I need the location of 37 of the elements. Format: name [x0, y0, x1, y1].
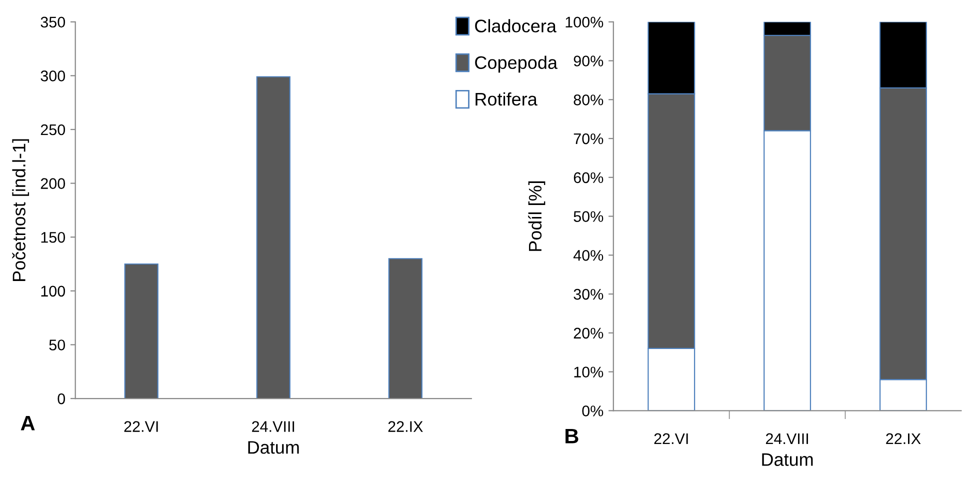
y-tick-label: 350 — [40, 16, 66, 28]
x-axis-title: Datum — [248, 441, 299, 454]
text: A — [20, 416, 35, 430]
x-axis-title: Datum — [762, 453, 813, 466]
y-tick-label: 80% — [574, 94, 604, 106]
y-tick-label: 150 — [41, 232, 66, 243]
y-tick-label: 200 — [40, 178, 66, 189]
y-axis-title: Početnost [ind.l-1] — [12, 139, 30, 281]
bar — [388, 258, 422, 399]
y-tick-label: 300 — [40, 70, 66, 82]
y-tick-label: 70% — [574, 133, 604, 144]
y-tick-label: 20% — [574, 328, 604, 339]
y-tick-label: 60% — [574, 172, 604, 184]
x-tick-label: 22.IX — [886, 433, 921, 444]
bar — [124, 263, 158, 399]
y-tick-label: 50 — [49, 340, 66, 350]
x-tick-label: 24.VIII — [252, 421, 294, 432]
legend-label: Copepoda — [475, 56, 558, 73]
x-tick-label: 24.VIII — [766, 433, 808, 444]
bar — [256, 76, 290, 399]
y-tick-label: 40% — [573, 250, 604, 261]
x-tick-label: 22.VI — [654, 433, 688, 444]
y-tick-label: 250 — [40, 124, 66, 136]
y-tick-label: 50% — [574, 211, 604, 222]
y-axis-title: Podíl [%] — [528, 181, 546, 251]
legend-label: Cladocera — [475, 19, 556, 32]
y-tick-label: 90% — [574, 56, 604, 66]
y-tick-label: 0% — [582, 406, 604, 416]
y-tick-label: 0 — [58, 393, 66, 404]
y-tick-label: 100 — [41, 286, 66, 297]
legend-label: Rotifera — [476, 92, 538, 106]
x-tick-label: 22.IX — [388, 421, 423, 432]
y-tick-label: 100% — [566, 16, 604, 28]
text: B — [566, 428, 578, 444]
x-tick-label: 22.VI — [124, 421, 158, 432]
y-tick-label: 10% — [574, 366, 604, 378]
y-tick-label: 30% — [574, 288, 604, 300]
